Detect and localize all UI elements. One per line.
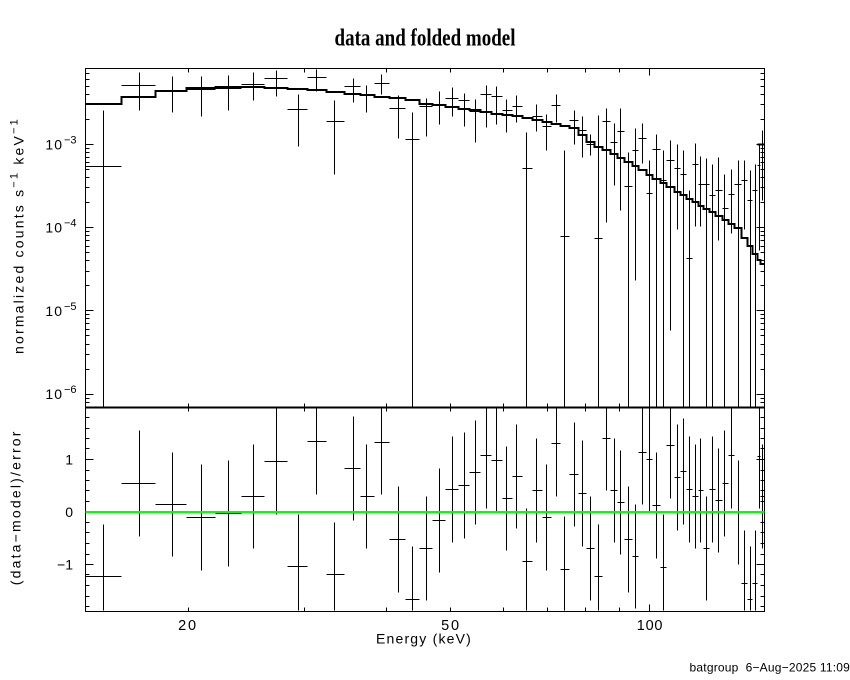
svg-text:20: 20 <box>178 618 198 634</box>
svg-text:−5: −5 <box>64 301 77 313</box>
svg-text:50: 50 <box>441 618 461 634</box>
svg-text:0: 0 <box>65 504 73 520</box>
svg-text:(data−model)/error: (data−model)/error <box>8 429 24 585</box>
svg-text:batgroup 6−Aug−2025 11:09: batgroup 6−Aug−2025 11:09 <box>690 661 850 675</box>
svg-text:data and folded model: data and folded model <box>335 24 516 51</box>
svg-text:10: 10 <box>45 220 63 236</box>
svg-text:10: 10 <box>45 136 63 152</box>
svg-text:normalized counts s−1 keV−1: normalized counts s−1 keV−1 <box>9 117 27 354</box>
svg-text:Energy (keV): Energy (keV) <box>376 631 472 647</box>
svg-text:−1: −1 <box>57 556 73 572</box>
svg-text:−6: −6 <box>64 384 77 396</box>
svg-text:−4: −4 <box>64 218 77 230</box>
svg-text:10: 10 <box>45 303 63 319</box>
svg-text:−3: −3 <box>64 134 77 146</box>
svg-text:10: 10 <box>45 386 63 402</box>
svg-text:1: 1 <box>65 451 73 467</box>
svg-text:100: 100 <box>637 618 664 634</box>
